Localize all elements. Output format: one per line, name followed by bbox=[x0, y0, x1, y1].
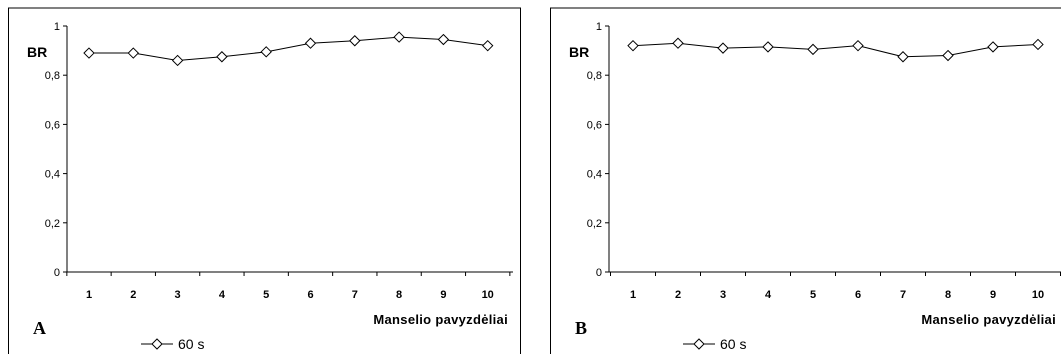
data-point bbox=[437, 33, 450, 46]
x-tick-label: 10 bbox=[1032, 289, 1044, 301]
data-point bbox=[987, 41, 999, 53]
legend-label: 60 s bbox=[178, 336, 204, 352]
x-tick-label: 10 bbox=[482, 289, 494, 301]
x-tick-label: 8 bbox=[396, 289, 402, 301]
x-tick-label: 3 bbox=[175, 289, 181, 301]
x-tick-label: 8 bbox=[945, 289, 951, 301]
y-tick-label: 1 bbox=[54, 21, 60, 33]
legend-label: 60 s bbox=[720, 336, 746, 352]
x-axis-label: Manselio pavyzdėliai bbox=[921, 312, 1056, 327]
y-axis-label: BR bbox=[569, 44, 589, 60]
y-tick-label: 0,8 bbox=[587, 70, 602, 82]
x-tick-label: 2 bbox=[130, 289, 136, 301]
y-tick-label: 0,8 bbox=[45, 70, 60, 82]
legend-marker bbox=[151, 338, 163, 350]
x-tick-label: 9 bbox=[990, 289, 996, 301]
data-point bbox=[260, 46, 272, 58]
y-axis-label: BR bbox=[27, 44, 47, 60]
panel-label: B bbox=[575, 318, 587, 338]
series-line bbox=[632, 42, 1039, 58]
data-point bbox=[942, 49, 954, 62]
y-tick-label: 0,6 bbox=[45, 119, 60, 131]
data-point bbox=[171, 54, 184, 67]
data-point bbox=[717, 42, 729, 54]
data-point bbox=[127, 47, 140, 59]
y-tick-label: 0,2 bbox=[587, 218, 602, 230]
data-point bbox=[83, 47, 95, 59]
data-point bbox=[627, 39, 639, 52]
y-tick-label: 0,4 bbox=[587, 169, 602, 181]
data-point bbox=[1032, 38, 1044, 51]
x-tick-label: 5 bbox=[810, 289, 816, 301]
data-point bbox=[304, 37, 317, 49]
y-tick-label: 0,4 bbox=[45, 169, 60, 181]
x-tick-label: 6 bbox=[855, 289, 861, 301]
x-tick-label: 7 bbox=[900, 289, 906, 301]
data-point bbox=[481, 39, 494, 52]
x-axis-label: Manselio pavyzdėliai bbox=[373, 312, 508, 327]
x-tick-label: 1 bbox=[630, 289, 636, 301]
data-point bbox=[393, 31, 405, 43]
data-point bbox=[216, 51, 228, 63]
series-line bbox=[89, 36, 488, 61]
x-tick-label: 4 bbox=[765, 289, 772, 301]
data-point bbox=[897, 51, 909, 63]
x-tick-label: 7 bbox=[352, 289, 358, 301]
legend-marker bbox=[693, 338, 705, 350]
x-tick-label: 9 bbox=[440, 289, 446, 301]
data-point bbox=[672, 37, 684, 49]
data-point bbox=[349, 35, 361, 47]
data-point bbox=[852, 39, 864, 52]
x-tick-label: 3 bbox=[720, 289, 726, 301]
x-tick-label: 1 bbox=[86, 289, 92, 301]
x-tick-label: 6 bbox=[307, 289, 313, 301]
y-tick-label: 0 bbox=[54, 267, 60, 279]
y-tick-label: 1 bbox=[596, 21, 602, 33]
y-tick-label: 0,6 bbox=[587, 119, 602, 131]
x-tick-label: 2 bbox=[675, 289, 681, 301]
panel-label: A bbox=[33, 318, 46, 338]
chart-panel-b: 0 0,2 0,4 0,6 0,8 1 1 2 3 4 5 6 7 8 9 10 BR Manselio pavy… bbox=[550, 7, 1061, 354]
x-tick-label: 5 bbox=[263, 289, 269, 301]
data-point bbox=[807, 43, 819, 56]
y-tick-label: 0 bbox=[596, 267, 602, 279]
x-tick-label: 4 bbox=[219, 289, 226, 301]
data-point bbox=[762, 41, 774, 53]
y-tick-label: 0,2 bbox=[45, 218, 60, 230]
chart-panel-a: 0 0,2 0,4 0,6 0,8 1 1 2 3 4 5 6 7 8 9 10 BR Manselio pavy… bbox=[8, 7, 521, 354]
